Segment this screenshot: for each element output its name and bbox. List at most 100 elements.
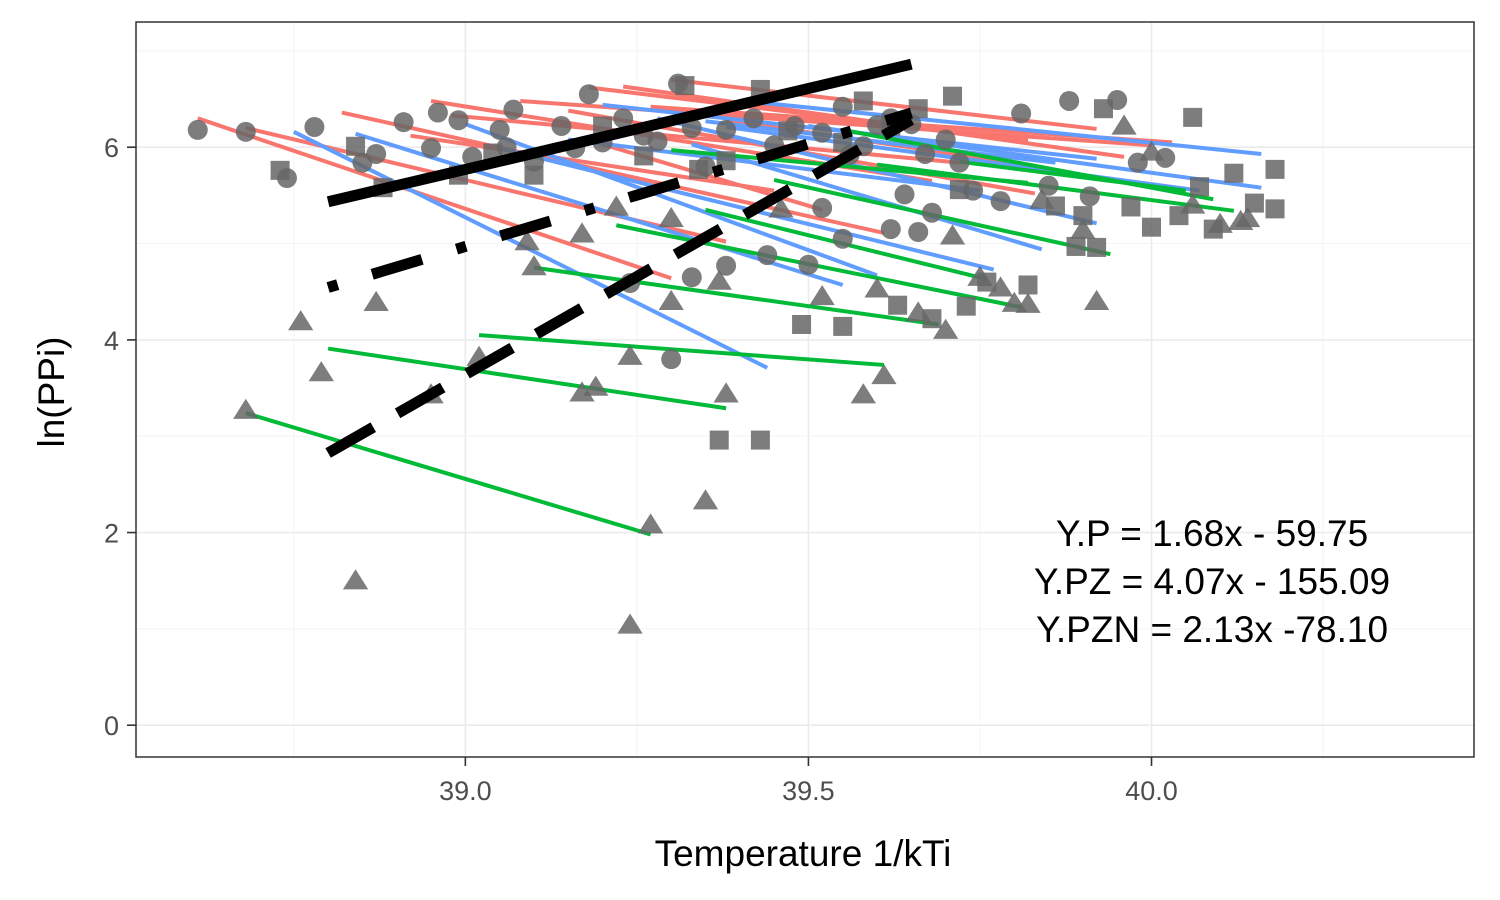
data-point-triangle <box>603 195 629 216</box>
data-point-square <box>853 91 873 111</box>
data-point-circle <box>427 102 448 123</box>
data-point-triangle <box>1015 292 1041 313</box>
fit-line-green <box>959 159 1187 193</box>
data-point-triangle <box>521 255 547 276</box>
fit-line-red <box>197 116 672 281</box>
panel-border <box>135 21 1475 758</box>
data-point-circle <box>187 119 208 140</box>
data-point-triangle <box>706 269 732 290</box>
data-point-circle <box>661 349 682 370</box>
data-point-circle <box>812 122 833 143</box>
data-point-square <box>943 86 963 106</box>
data-point-triangle <box>905 301 931 322</box>
data-point-triangle <box>1083 289 1110 310</box>
data-point-circle <box>1038 175 1059 196</box>
data-point-square <box>1045 196 1065 216</box>
data-point-square <box>270 160 290 180</box>
data-point-triangle <box>1138 140 1165 161</box>
data-point-square <box>1066 236 1086 256</box>
data-point-square <box>833 316 853 336</box>
data-point-square <box>1265 159 1285 179</box>
data-point-circle <box>1011 103 1032 124</box>
data-point-triangle <box>809 285 835 306</box>
data-point-triangle <box>288 310 314 331</box>
data-point-circle <box>551 116 572 137</box>
data-point-circle <box>921 202 942 223</box>
data-point-triangle <box>233 398 259 419</box>
data-point-square <box>675 76 695 96</box>
regression-line-y-p <box>326 58 913 208</box>
x-tick-label: 39.0 <box>439 776 492 806</box>
data-point-square <box>1224 163 1244 183</box>
data-point-square <box>1183 107 1203 127</box>
data-point-circle <box>393 112 414 133</box>
data-point-circle <box>949 152 970 173</box>
data-point-circle <box>908 222 929 242</box>
data-point-square <box>778 121 798 141</box>
data-point-circle <box>880 219 901 240</box>
data-point-circle <box>716 255 737 276</box>
data-point-triangle <box>939 224 966 245</box>
fit-line-green <box>615 223 1022 310</box>
y-tick-label: 0 <box>104 711 119 741</box>
x-axis-title: Temperature 1/kTi <box>655 833 952 874</box>
y-tick-label: 2 <box>104 519 119 549</box>
data-point-circle <box>915 143 936 164</box>
data-point-circle <box>798 254 819 275</box>
data-point-circle <box>832 96 853 117</box>
data-point-circle <box>304 117 325 137</box>
fit-line-green <box>245 411 652 537</box>
data-point-triangle <box>871 364 897 385</box>
data-point-circle <box>681 267 702 288</box>
data-point-square <box>949 180 969 200</box>
data-point-circle <box>757 245 778 266</box>
data-point-square <box>1265 199 1285 219</box>
y-axis-title: ln(PPi) <box>31 336 72 447</box>
data-point-square <box>524 165 544 185</box>
data-point-triangle <box>1029 188 1055 209</box>
data-point-triangle <box>1111 114 1137 135</box>
regression-lines <box>325 58 915 458</box>
data-point-circle <box>613 108 634 129</box>
data-point-circle <box>366 143 387 164</box>
data-point-triangle <box>850 383 876 404</box>
data-point-circle <box>716 119 737 140</box>
data-point-square <box>709 430 729 450</box>
data-point-triangle <box>308 361 334 382</box>
data-point-triangle <box>1207 212 1233 233</box>
x-tick-label: 39.5 <box>782 776 835 806</box>
y-tick-label: 6 <box>104 133 119 163</box>
data-point-circle <box>1079 186 1100 207</box>
data-point-circle <box>448 110 469 131</box>
data-point-triangle <box>637 513 664 534</box>
data-point-triangle <box>864 277 890 298</box>
fit-line-red <box>341 110 885 235</box>
data-point-triangle <box>1180 193 1206 214</box>
data-point-circle <box>578 84 599 105</box>
data-point-circle <box>503 99 524 120</box>
data-point-circle <box>235 121 256 142</box>
data-point-triangle <box>987 276 1014 297</box>
data-point-triangle <box>658 289 684 310</box>
data-point-circle <box>681 117 702 138</box>
data-point-circle <box>1155 147 1176 168</box>
data-point-circle <box>421 138 442 159</box>
data-point-triangle <box>713 382 739 403</box>
data-point-square <box>1142 217 1162 237</box>
data-point-square <box>1087 237 1107 257</box>
fit-line-green <box>773 178 1111 257</box>
data-point-square <box>1190 177 1210 197</box>
data-point-square <box>888 295 908 315</box>
data-point-circle <box>812 197 833 218</box>
data-point-triangle <box>768 197 794 218</box>
data-point-square <box>1093 99 1113 119</box>
data-point-circle <box>743 108 764 129</box>
fit-line-red <box>451 113 960 165</box>
data-point-square <box>792 314 812 334</box>
equation-y-pzn: Y.PZN = 2.13x -78.10 <box>1036 609 1388 650</box>
y-tick-label: 4 <box>104 326 119 356</box>
data-point-triangle <box>617 344 643 365</box>
data-point-triangle <box>569 381 595 402</box>
